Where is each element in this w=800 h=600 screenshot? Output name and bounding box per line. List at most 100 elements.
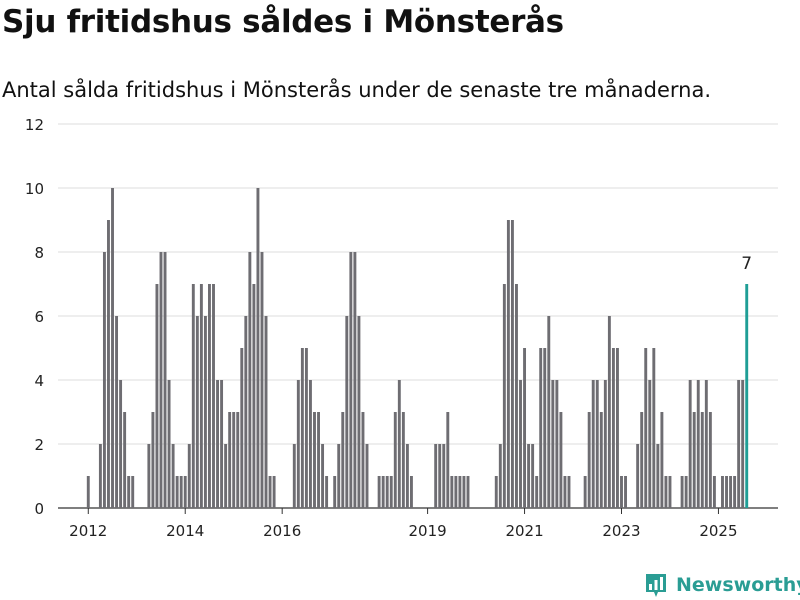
bar [664,476,668,508]
x-tick-label: 2019 [409,522,447,540]
bar [611,348,615,508]
bar [107,220,110,508]
bar [304,348,308,508]
bars [86,188,749,508]
bar [345,316,349,508]
bar [321,444,325,508]
bar [127,476,131,508]
bar [115,316,119,508]
bar [636,444,640,508]
bar [260,252,264,508]
bar [567,476,571,508]
bar [224,444,228,508]
bar [583,476,587,508]
bar [616,348,619,508]
bar [527,444,531,508]
bar [620,476,623,508]
bar [357,316,361,508]
bar [232,412,236,508]
bar [624,476,627,508]
y-tick-label: 8 [34,244,44,262]
bar [725,476,728,508]
bar [203,316,207,508]
bar [668,476,672,508]
bar [660,412,664,508]
bar [252,284,256,508]
bar [438,444,442,508]
bar [737,380,741,508]
bar [515,284,518,508]
bar [684,476,688,508]
bar [292,444,296,508]
bar [365,444,369,508]
bar [389,476,393,508]
bar [300,348,304,508]
bar [409,476,413,508]
bar [187,444,191,508]
bar [349,252,353,508]
data-labels: 7 [741,254,752,274]
bar [502,284,506,508]
bar [377,476,381,508]
bar [216,380,219,508]
bar [268,476,272,508]
bar [401,412,405,508]
bar [543,348,547,508]
bar [264,316,268,508]
bar [171,444,175,508]
bar [179,476,183,508]
bar [591,380,595,508]
bar [244,316,248,508]
bar [308,380,312,508]
bar [317,412,320,508]
bar [228,412,232,508]
bar [688,380,692,508]
bar [191,284,195,508]
bar [199,284,203,508]
bar [240,348,244,508]
chart-title: Sju fritidshus såldes i Mönsterås [2,4,564,40]
bar [454,476,458,508]
bar [167,380,171,508]
bar [446,412,450,508]
y-axis-ticks: 0 2 4 6 8 10 12 [25,116,44,518]
bar [361,412,365,508]
bar [510,220,514,508]
bar [385,476,389,508]
bar [442,444,446,508]
x-tick-label: 2023 [602,522,640,540]
newsworthy-logo-icon [646,574,666,597]
bar [603,380,607,508]
x-tick-label: 2021 [505,522,543,540]
bar [741,380,745,508]
bar [648,380,652,508]
brand-name: Newsworthy [676,574,800,596]
bar [341,412,345,508]
bar [450,476,454,508]
bar [696,380,700,508]
y-tick-label: 10 [25,180,44,198]
bar [599,412,603,508]
bar [155,284,159,508]
bar [595,380,599,508]
bar [111,188,114,508]
bar [535,476,539,508]
bar-highlight [745,284,749,508]
bar [494,476,498,508]
bar [466,476,470,508]
bar [523,348,527,508]
bar [539,348,543,508]
chart-subtitle: Antal sålda fritidshus i Mönsterås under… [2,78,712,102]
bar [183,476,187,508]
bar [712,476,716,508]
bar [733,476,737,508]
x-tick-label: 2012 [69,522,107,540]
bar [708,412,712,508]
y-tick-label: 12 [25,116,44,134]
bar [405,444,409,508]
bar [506,220,510,508]
newsworthy-logo: Newsworthy [644,570,800,600]
bar [704,380,708,508]
bar [559,412,563,508]
bar [296,380,300,508]
